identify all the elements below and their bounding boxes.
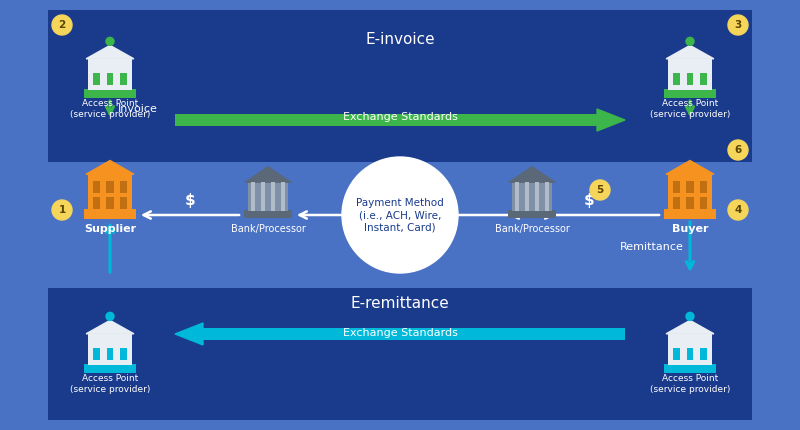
Bar — [48, 10, 752, 162]
Text: E-invoice: E-invoice — [365, 33, 435, 47]
Bar — [244, 210, 292, 218]
Bar — [48, 288, 752, 420]
Text: Access Point
(service provider): Access Point (service provider) — [70, 99, 150, 119]
Text: $: $ — [185, 194, 195, 209]
Circle shape — [728, 140, 748, 160]
Text: Invoice: Invoice — [118, 104, 158, 114]
Polygon shape — [666, 320, 714, 334]
Circle shape — [106, 37, 114, 45]
Text: Exchange Standards: Exchange Standards — [342, 112, 458, 122]
Bar — [88, 174, 132, 210]
Text: 5: 5 — [596, 185, 604, 195]
Text: Supplier: Supplier — [84, 224, 136, 234]
Polygon shape — [86, 320, 134, 334]
Text: 3: 3 — [734, 20, 742, 30]
Text: E-remittance: E-remittance — [350, 295, 450, 310]
Bar — [512, 182, 552, 211]
Bar — [175, 114, 597, 126]
Polygon shape — [509, 167, 555, 182]
Text: Bank/Processor: Bank/Processor — [494, 224, 570, 234]
Text: Access Point
(service provider): Access Point (service provider) — [70, 374, 150, 394]
Bar — [687, 348, 693, 360]
Bar — [251, 182, 254, 211]
Bar — [546, 182, 549, 211]
Bar — [106, 197, 114, 209]
Bar — [121, 73, 126, 85]
Bar — [120, 197, 127, 209]
Bar — [686, 197, 694, 209]
Polygon shape — [175, 323, 203, 345]
Circle shape — [52, 15, 72, 35]
Bar — [93, 197, 100, 209]
Bar — [687, 73, 693, 85]
Bar — [94, 348, 99, 360]
Bar — [664, 89, 716, 98]
Bar — [94, 73, 99, 85]
Polygon shape — [86, 160, 134, 174]
Circle shape — [590, 180, 610, 200]
Bar — [84, 89, 136, 98]
Bar — [282, 182, 285, 211]
Bar — [248, 182, 288, 211]
Bar — [701, 73, 706, 85]
Bar — [701, 348, 706, 360]
Bar — [535, 182, 539, 211]
Text: Access Point
(service provider): Access Point (service provider) — [650, 99, 730, 119]
Bar — [668, 334, 712, 365]
Bar — [93, 181, 100, 193]
Bar — [120, 181, 127, 193]
Bar — [508, 210, 556, 218]
Circle shape — [342, 157, 458, 273]
Text: Remittance: Remittance — [620, 242, 684, 252]
Bar — [107, 348, 113, 360]
Polygon shape — [666, 160, 714, 174]
Polygon shape — [245, 167, 291, 182]
Text: Access Point
(service provider): Access Point (service provider) — [650, 374, 730, 394]
Text: 4: 4 — [734, 205, 742, 215]
Bar — [686, 181, 694, 193]
Bar — [664, 209, 716, 219]
Text: Bank/Processor: Bank/Processor — [230, 224, 306, 234]
Bar — [668, 174, 712, 210]
Bar — [673, 197, 680, 209]
Bar — [84, 209, 136, 219]
Bar — [271, 182, 275, 211]
Text: $: $ — [584, 194, 594, 209]
Bar — [261, 182, 265, 211]
Bar — [674, 73, 680, 85]
Text: Buyer: Buyer — [672, 224, 708, 234]
Text: 6: 6 — [734, 145, 742, 155]
Circle shape — [728, 200, 748, 220]
Bar — [88, 334, 132, 365]
Bar — [88, 59, 132, 90]
Bar — [668, 59, 712, 90]
Text: Exchange Standards: Exchange Standards — [342, 328, 458, 338]
Circle shape — [686, 312, 694, 320]
Text: 2: 2 — [58, 20, 66, 30]
Bar — [84, 364, 136, 373]
Polygon shape — [86, 45, 134, 59]
Circle shape — [106, 312, 114, 320]
Polygon shape — [597, 109, 625, 131]
Circle shape — [52, 200, 72, 220]
Bar — [700, 181, 707, 193]
Bar — [673, 181, 680, 193]
Bar — [674, 348, 680, 360]
Circle shape — [686, 37, 694, 45]
Bar — [121, 348, 126, 360]
Bar — [107, 73, 113, 85]
Text: Payment Method
(i.e., ACH, Wire,
Instant, Card): Payment Method (i.e., ACH, Wire, Instant… — [356, 198, 444, 232]
Polygon shape — [666, 45, 714, 59]
Bar — [106, 181, 114, 193]
Bar — [515, 182, 518, 211]
Bar — [664, 364, 716, 373]
Circle shape — [728, 15, 748, 35]
Text: 1: 1 — [58, 205, 66, 215]
Bar — [700, 197, 707, 209]
Bar — [203, 328, 625, 340]
Bar — [525, 182, 529, 211]
